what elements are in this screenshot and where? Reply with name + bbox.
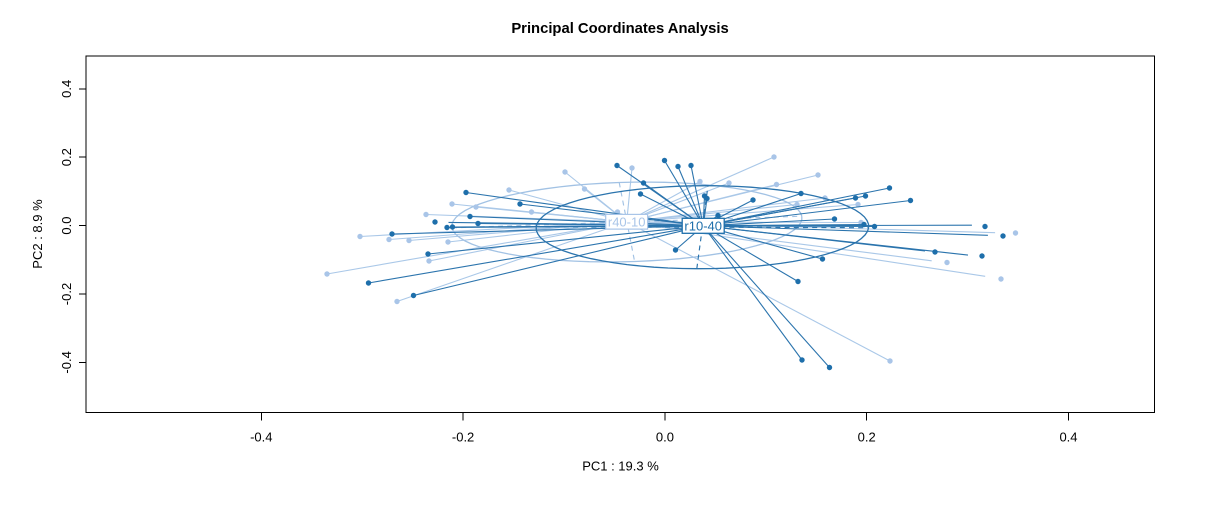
- svg-text:0.0: 0.0: [59, 217, 74, 235]
- svg-text:-0.2: -0.2: [59, 283, 74, 305]
- svg-text:0.2: 0.2: [858, 430, 876, 445]
- svg-text:0.0: 0.0: [656, 430, 674, 445]
- svg-text:r10-40: r10-40: [684, 219, 722, 234]
- svg-text:-0.2: -0.2: [452, 430, 474, 445]
- svg-text:PC1 : 19.3 %: PC1 : 19.3 %: [582, 459, 659, 474]
- svg-text:0.2: 0.2: [59, 148, 74, 166]
- svg-text:0.4: 0.4: [1059, 430, 1077, 445]
- svg-text:-0.4: -0.4: [59, 351, 74, 373]
- svg-text:Principal Coordinates Analysis: Principal Coordinates Analysis: [511, 21, 728, 37]
- svg-text:PC2 : 8.9 %: PC2 : 8.9 %: [30, 199, 45, 269]
- svg-text:r40-10: r40-10: [608, 215, 646, 230]
- svg-text:0.4: 0.4: [59, 80, 74, 98]
- svg-text:-0.4: -0.4: [250, 430, 272, 445]
